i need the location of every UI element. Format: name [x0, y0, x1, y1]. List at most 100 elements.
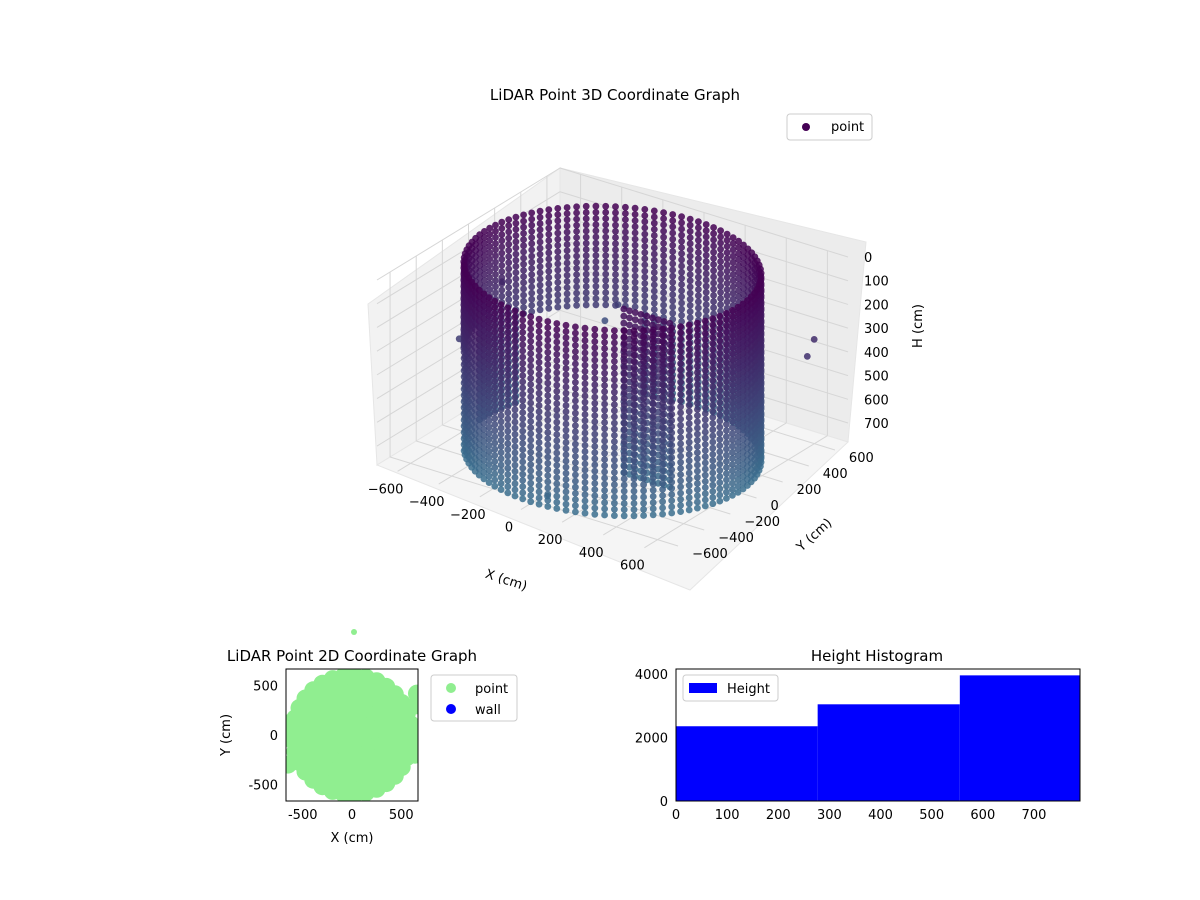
data-point-3d: [536, 275, 544, 283]
data-point-3d: [562, 420, 570, 428]
data-point-3d: [536, 281, 544, 289]
data-point-3d: [631, 278, 639, 286]
data-point-3d: [734, 482, 742, 490]
data-point-3d: [640, 339, 647, 347]
data-point-3d: [739, 467, 747, 474]
data-point-3d: [685, 346, 693, 354]
data-point-3d: [709, 395, 717, 403]
data-point-3d: [527, 368, 535, 376]
data-point-3d: [601, 345, 608, 352]
data-point-3d: [553, 375, 561, 383]
data-point-3d: [581, 374, 589, 381]
data-point-3d: [701, 502, 709, 510]
data-point-3d: [702, 288, 710, 296]
data-point-3d: [601, 376, 608, 383]
data-point-3d: [685, 414, 693, 421]
data-point-3d: [505, 290, 513, 297]
data-point-3d: [592, 289, 600, 296]
data-point-3d: [729, 473, 736, 481]
data-point-3d: [612, 295, 619, 303]
data-point-3d: [582, 227, 590, 235]
data-point-3d: [641, 230, 649, 238]
data-point-3d: [511, 344, 519, 352]
grid-z-back: [559, 167, 849, 258]
data-point-3d: [709, 352, 717, 360]
data-point-3d: [723, 353, 730, 360]
data-point-3d: [562, 469, 570, 477]
data-point-3d: [612, 209, 619, 217]
data-point-3d: [668, 392, 676, 400]
data-point-3d: [601, 468, 608, 476]
data-point-3d: [643, 319, 651, 327]
data-point-3d: [650, 232, 658, 239]
data-point-3d: [686, 314, 694, 322]
data-point-3d: [668, 447, 676, 455]
plot-frame-2d: [285, 668, 419, 802]
data-point-3d: [695, 261, 702, 269]
data-point-3d: [572, 354, 579, 362]
data-point-3d: [544, 422, 552, 430]
data-point-3d: [591, 461, 599, 469]
data-point-3d: [717, 295, 724, 302]
x-tick-label-3d: −200: [450, 508, 486, 523]
data-point-3d: [677, 378, 684, 386]
data-point-3d: [480, 469, 488, 477]
data-point-3d: [511, 400, 519, 407]
data-point-3d: [582, 270, 590, 278]
data-point-3d: [491, 408, 499, 416]
data-point-3d: [739, 411, 747, 419]
data-point-3d: [640, 357, 647, 365]
data-point-3d: [694, 436, 701, 444]
data-point-3d: [536, 257, 544, 264]
data-point-3d: [504, 316, 512, 324]
data-point-3d: [630, 395, 638, 402]
data-point-3d: [694, 356, 701, 364]
data-point-3d: [668, 367, 676, 375]
data-point-3d: [535, 445, 543, 453]
data-point-3d: [729, 234, 737, 242]
data-point-3d: [591, 443, 599, 450]
data-point-3d: [694, 498, 701, 506]
data-point-3d: [643, 312, 651, 320]
data-point-3d: [520, 304, 527, 311]
data-point-3d: [562, 321, 570, 329]
data-point-3d: [562, 439, 570, 446]
data-point-3d: [637, 318, 645, 325]
data-point-3d: [601, 388, 608, 396]
data-point-3d: [723, 384, 730, 391]
data-point-3d: [480, 333, 488, 341]
data-point-3d: [582, 258, 590, 266]
data-point-3d: [536, 306, 544, 314]
data-point-3d: [660, 295, 667, 303]
data-point-3d: [527, 356, 535, 364]
data-point-3d: [701, 397, 709, 405]
data-point-3d: [611, 413, 618, 421]
data-point-3d: [592, 276, 600, 284]
data-point-3d: [544, 392, 552, 399]
data-point-3d: [640, 487, 647, 495]
data-point-3d: [622, 259, 629, 267]
data-point-3d: [544, 490, 552, 498]
data-point-3d: [520, 223, 527, 231]
data-point-3d: [734, 476, 742, 484]
data-point-3d: [554, 229, 562, 237]
histogram-bar: [817, 704, 960, 801]
data-point-3d: [716, 454, 724, 462]
data-point-3d: [694, 480, 701, 487]
data-point-3d: [659, 449, 666, 456]
data-point-3d: [485, 318, 493, 326]
data-point-3d: [562, 383, 570, 391]
data-point-3d: [562, 358, 570, 366]
data-point-3d: [729, 344, 736, 351]
data-point-3d: [497, 325, 505, 333]
data-point-3d: [694, 406, 701, 413]
data-point-3d: [723, 328, 730, 336]
data-point-3d: [622, 253, 629, 260]
data-point-3d: [668, 380, 676, 387]
data-point-3d: [544, 478, 552, 486]
data-point-3d: [723, 433, 730, 441]
data-point-3d: [659, 510, 666, 518]
data-point-3d: [504, 360, 512, 367]
data-point-3d: [480, 315, 488, 322]
